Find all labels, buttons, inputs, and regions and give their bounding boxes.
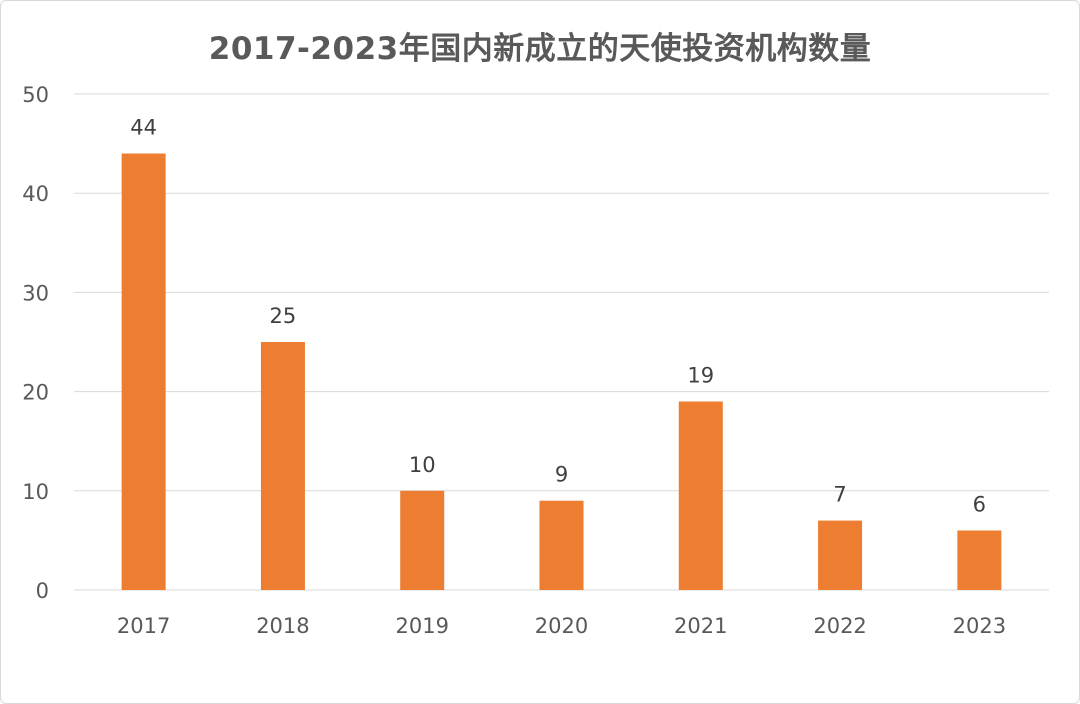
y-tick-label: 0 bbox=[36, 579, 49, 603]
bar-2020 bbox=[539, 500, 584, 590]
y-tick-label: 50 bbox=[22, 83, 49, 107]
y-tick-label: 20 bbox=[22, 381, 49, 405]
data-label-2021: 19 bbox=[687, 364, 714, 388]
data-label-2022: 7 bbox=[833, 483, 846, 507]
y-tick-label: 40 bbox=[22, 182, 49, 206]
x-tick-label-2020: 2020 bbox=[535, 614, 588, 638]
x-tick-label-2021: 2021 bbox=[674, 614, 727, 638]
data-label-2019: 10 bbox=[409, 453, 436, 477]
y-tick-label: 10 bbox=[22, 480, 49, 504]
x-tick-label-2019: 2019 bbox=[395, 614, 448, 638]
chart-title: 2017-2023年国内新成立的天使投资机构数量 bbox=[208, 31, 872, 67]
x-tick-label-2023: 2023 bbox=[953, 614, 1006, 638]
data-label-2017: 44 bbox=[130, 116, 157, 140]
bar-2018 bbox=[260, 342, 305, 590]
bar-2021 bbox=[678, 401, 723, 590]
x-tick-label-2017: 2017 bbox=[117, 614, 170, 638]
y-tick-label: 30 bbox=[22, 281, 49, 305]
x-tick-label-2018: 2018 bbox=[256, 614, 309, 638]
data-label-2018: 25 bbox=[270, 304, 297, 328]
bar-2017 bbox=[121, 153, 166, 590]
bar-2019 bbox=[400, 490, 445, 590]
x-tick-label-2022: 2022 bbox=[813, 614, 866, 638]
data-label-2023: 6 bbox=[973, 492, 986, 516]
data-label-2020: 9 bbox=[555, 463, 568, 487]
bar-2022 bbox=[818, 520, 863, 590]
bar-2023 bbox=[957, 530, 1002, 590]
